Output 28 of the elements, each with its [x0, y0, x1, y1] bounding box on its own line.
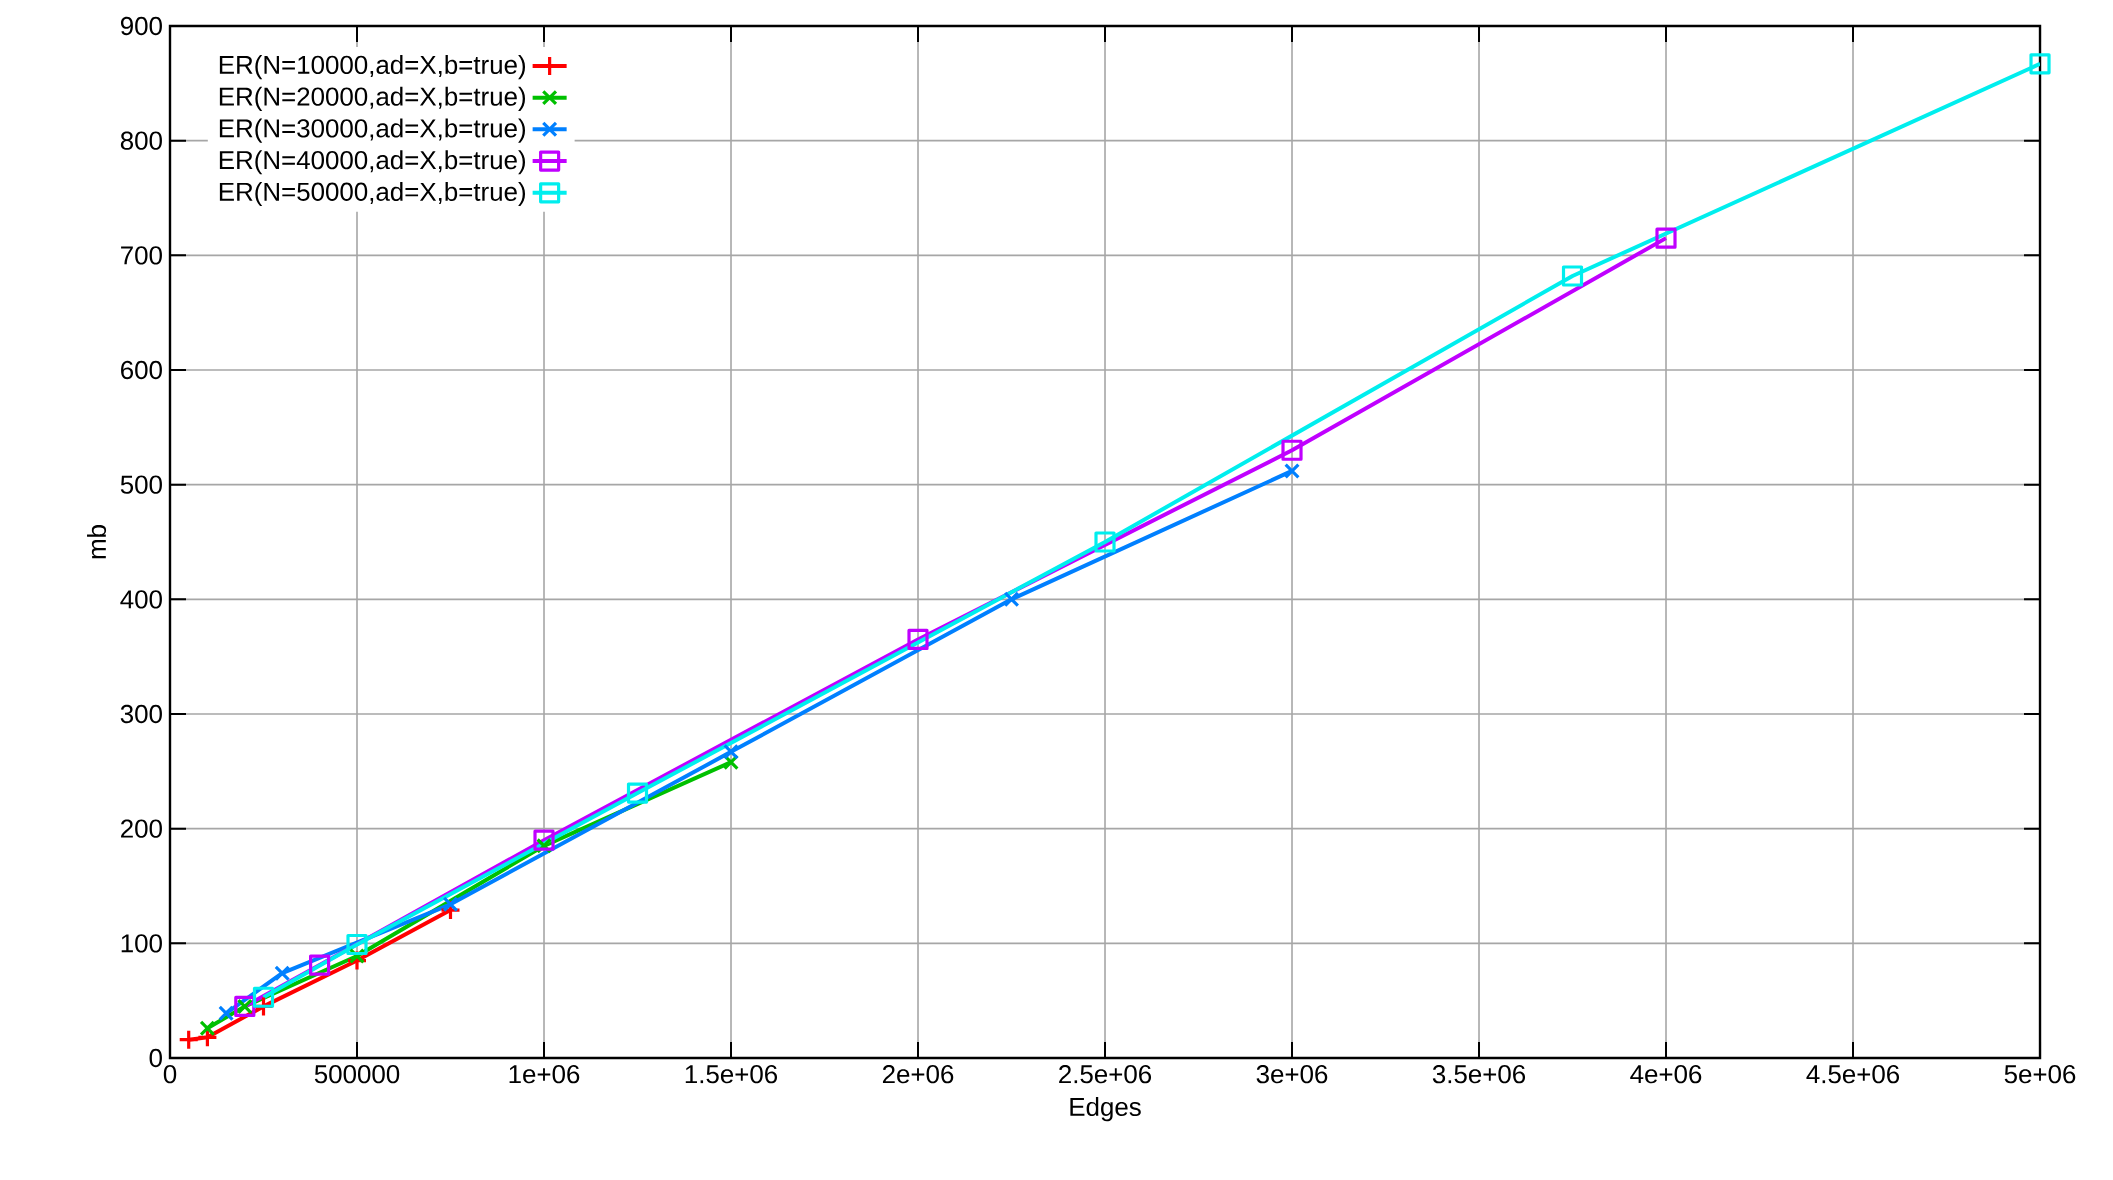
x-tick-label: 2e+06: [882, 1065, 954, 1084]
y-tick-label: 600: [121, 360, 162, 380]
y-axis-title: mb: [87, 525, 107, 559]
y-tick-label: 500: [120, 475, 162, 494]
y-tick-label: 100: [121, 934, 162, 953]
x-axis-title: Edges: [1070, 1097, 1141, 1122]
legend-label: ER(N=50000,ad=X,b=true): [219, 181, 526, 207]
x-tick-label: 1e+06: [509, 1065, 580, 1084]
y-tick-label: 200: [121, 819, 162, 838]
x-tick-label: 5e+06: [2004, 1065, 2076, 1084]
y-tick-label: 0: [149, 1048, 162, 1068]
legend-label: ER(N=20000,ad=X,b=true): [219, 86, 526, 111]
y-tick-label: 700: [121, 246, 162, 265]
legend-label: ER(N=30000,ad=X,b=true): [219, 118, 526, 143]
y-tick-label: 300: [120, 704, 162, 724]
x-tick-label: 4e+06: [1630, 1065, 1702, 1084]
x-tick-label: 500000: [314, 1065, 400, 1084]
x-tick-label: 3e+06: [1256, 1065, 1328, 1084]
x-tick-label: 0: [163, 1065, 177, 1084]
y-tick-label: 400: [120, 590, 162, 609]
x-tick-label: 3.5e+06: [1432, 1065, 1526, 1084]
x-tick-label: 1.5e+06: [685, 1065, 778, 1084]
legend-label: ER(N=10000,ad=X,b=true): [219, 55, 526, 80]
x-tick-label: 2.5e+06: [1059, 1065, 1152, 1084]
y-tick-label: 800: [120, 131, 162, 150]
x-tick-label: 4.5e+06: [1806, 1065, 1900, 1084]
y-tick-label: 900: [120, 16, 162, 36]
legend-label: ER(N=40000,ad=X,b=true): [219, 150, 526, 175]
